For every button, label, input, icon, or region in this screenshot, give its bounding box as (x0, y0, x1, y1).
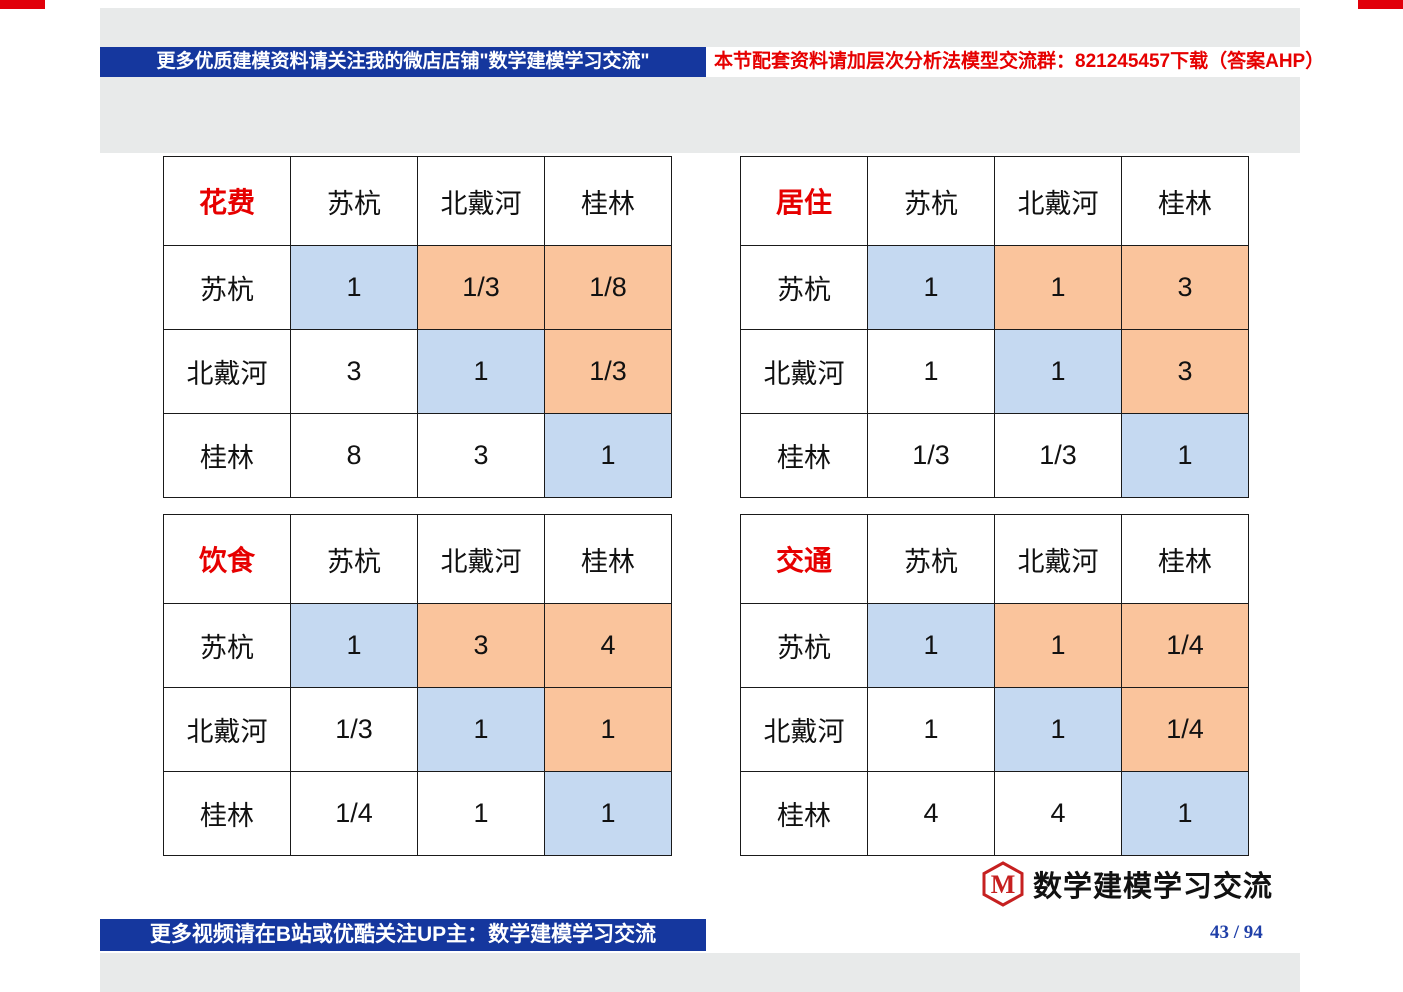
matrix-cell: 1 (994, 603, 1122, 688)
matrix-cell: 4 (867, 771, 995, 856)
row-label: 桂林 (163, 413, 291, 498)
table-row: 苏杭 1 1 3 (740, 245, 1249, 330)
logo-letter: M (991, 870, 1016, 899)
table-row: 苏杭 1 1/3 1/8 (163, 245, 672, 330)
table-row: 苏杭 1 3 4 (163, 603, 672, 688)
matrix-cell: 1/4 (290, 771, 418, 856)
col-header: 苏杭 (290, 156, 418, 246)
matrix-cell: 1/3 (290, 687, 418, 772)
row-label: 苏杭 (740, 603, 868, 688)
matrix-cell: 1 (544, 687, 672, 772)
table-row: 北戴河 1 1 1/4 (740, 687, 1249, 772)
matrix-cell: 1 (994, 329, 1122, 414)
row-label: 苏杭 (740, 245, 868, 330)
table-row: 北戴河 1/3 1 1 (163, 687, 672, 772)
corner-mark-top-right (1358, 0, 1403, 9)
row-label: 北戴河 (740, 687, 868, 772)
matrix-cell: 3 (1121, 329, 1249, 414)
row-label: 桂林 (740, 413, 868, 498)
matrix-cell: 1/4 (1121, 603, 1249, 688)
col-header: 桂林 (1121, 156, 1249, 246)
matrix-table-cost: 花费 苏杭 北戴河 桂林 苏杭 1 1/3 1/8 北戴河 3 1 1/3 桂林 8 3 1 (163, 156, 672, 498)
col-header: 北戴河 (417, 156, 545, 246)
matrix-cell: 1 (867, 245, 995, 330)
matrix-title: 居住 (740, 156, 868, 246)
row-label: 北戴河 (740, 329, 868, 414)
matrix-cell: 1/3 (544, 329, 672, 414)
matrix-cell: 3 (417, 413, 545, 498)
bottom-gray-band (100, 953, 1300, 992)
matrix-cell: 1 (994, 687, 1122, 772)
corner-mark-top-left (0, 0, 45, 9)
row-label: 北戴河 (163, 687, 291, 772)
matrix-cell: 4 (544, 603, 672, 688)
table-row: 苏杭 1 1 1/4 (740, 603, 1249, 688)
col-header: 苏杭 (867, 514, 995, 604)
matrix-title: 饮食 (163, 514, 291, 604)
matrix-cell: 1 (544, 771, 672, 856)
matrix-table-accommodation: 居住 苏杭 北戴河 桂林 苏杭 1 1 3 北戴河 1 1 3 桂林 1/3 1/3 1 (740, 156, 1249, 498)
row-label: 桂林 (163, 771, 291, 856)
matrix-cell: 1 (290, 603, 418, 688)
logo-text: 数学建模学习交流 (1033, 871, 1274, 903)
bottom-banner: 更多视频请在B站或优酷关注UP主：数学建模学习交流 (100, 919, 706, 951)
table-row: 桂林 4 4 1 (740, 771, 1249, 856)
matrix-cell: 1 (417, 771, 545, 856)
matrix-cell: 1/4 (1121, 687, 1249, 772)
matrix-cell: 8 (290, 413, 418, 498)
table-row: 桂林 8 3 1 (163, 413, 672, 498)
matrix-cell: 1 (867, 603, 995, 688)
row-label: 桂林 (740, 771, 868, 856)
matrix-cell: 4 (994, 771, 1122, 856)
matrix-cell: 1 (417, 329, 545, 414)
top-banner: 更多优质建模资料请关注我的微店店铺"数学建模学习交流" (100, 47, 706, 77)
table-row: 北戴河 1 1 3 (740, 329, 1249, 414)
matrix-cell: 1 (867, 329, 995, 414)
bottom-banner-text: 更多视频请在B站或优酷关注UP主：数学建模学习交流 (149, 923, 657, 946)
table-row: 桂林 1/3 1/3 1 (740, 413, 1249, 498)
row-label: 苏杭 (163, 245, 291, 330)
matrix-cell: 1 (290, 245, 418, 330)
matrix-cell: 3 (417, 603, 545, 688)
top-gray-band (100, 8, 1300, 153)
matrix-table-transport: 交通 苏杭 北戴河 桂林 苏杭 1 1 1/4 北戴河 1 1 1/4 桂林 4 4 1 (740, 514, 1249, 856)
logo-m-icon: M (982, 861, 1024, 907)
table-row: 北戴河 3 1 1/3 (163, 329, 672, 414)
matrix-cell: 3 (1121, 245, 1249, 330)
matrix-table-food: 饮食 苏杭 北戴河 桂林 苏杭 1 3 4 北戴河 1/3 1 1 桂林 1/4 1 1 (163, 514, 672, 856)
matrix-title: 花费 (163, 156, 291, 246)
table-row: 桂林 1/4 1 1 (163, 771, 672, 856)
col-header: 苏杭 (290, 514, 418, 604)
col-header: 桂林 (544, 156, 672, 246)
matrix-title: 交通 (740, 514, 868, 604)
matrix-cell: 1 (994, 245, 1122, 330)
col-header: 北戴河 (417, 514, 545, 604)
matrix-cell: 1/8 (544, 245, 672, 330)
col-header: 苏杭 (867, 156, 995, 246)
matrix-cell: 1 (1121, 771, 1249, 856)
top-banner-text: 更多优质建模资料请关注我的微店店铺"数学建模学习交流" (156, 51, 650, 72)
row-label: 北戴河 (163, 329, 291, 414)
matrix-cell: 1/3 (417, 245, 545, 330)
row-label: 苏杭 (163, 603, 291, 688)
matrix-cell: 3 (290, 329, 418, 414)
matrix-cell: 1/3 (994, 413, 1122, 498)
matrix-cell: 1 (867, 687, 995, 772)
matrix-cell: 1/3 (867, 413, 995, 498)
top-banner-note: 本节配套资料请加层次分析法模型交流群：821245457下载（答案AHP） (714, 51, 1325, 72)
col-header: 桂林 (544, 514, 672, 604)
logo: M 数学建模学习交流 (980, 861, 1273, 907)
top-note-background (706, 47, 1302, 77)
col-header: 桂林 (1121, 514, 1249, 604)
col-header: 北戴河 (994, 156, 1122, 246)
matrix-cell: 1 (544, 413, 672, 498)
page-number: 43 / 94 (1210, 922, 1263, 943)
matrix-cell: 1 (1121, 413, 1249, 498)
col-header: 北戴河 (994, 514, 1122, 604)
matrix-cell: 1 (417, 687, 545, 772)
